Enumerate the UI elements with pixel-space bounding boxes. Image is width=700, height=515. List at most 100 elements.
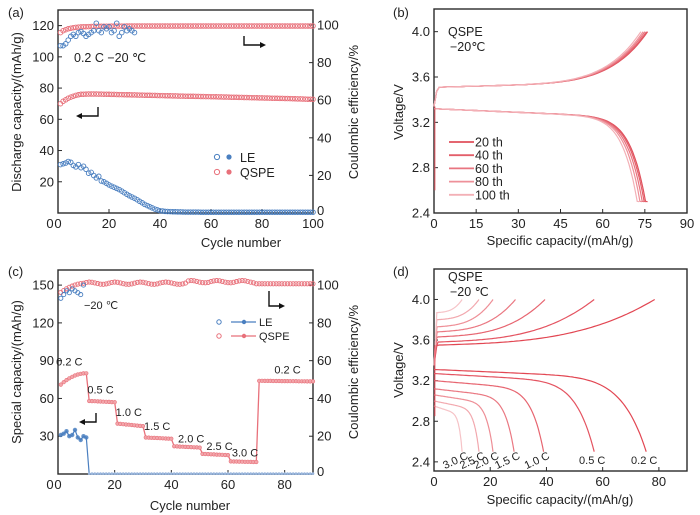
le-capacity-point	[212, 472, 216, 475]
qspe-capacity-point	[167, 93, 173, 99]
qspe-ce-point	[222, 279, 228, 285]
panel-b-annotation-2: −20℃	[450, 40, 485, 54]
y2-tick-label: 60	[317, 93, 331, 108]
qspe-ce-point	[245, 278, 251, 285]
legend-le-filled-marker	[226, 154, 232, 160]
qspe-capacity-point	[73, 92, 79, 99]
qspe-ce-point	[301, 281, 308, 287]
panel-a-annotation: 0.2 C −20 ℃	[74, 51, 146, 65]
le-capacity-point	[108, 183, 115, 189]
panel-b-annotation-1: QSPE	[448, 25, 483, 39]
qspe-capacity-point	[70, 93, 77, 99]
qspe-ce-point	[277, 23, 283, 29]
qspe-ce-point	[134, 23, 140, 29]
qspe-ce-point	[211, 278, 217, 284]
qspe-ce-point	[208, 279, 214, 285]
qspe-ce-point	[279, 281, 285, 287]
le-capacity-point	[192, 472, 196, 475]
qspe-capacity-point	[129, 92, 135, 98]
y-tick-label: 80	[40, 81, 54, 96]
y2-tick-label: 80	[317, 55, 331, 70]
le-capacity-point	[107, 472, 111, 475]
qspe-ce-point	[307, 23, 314, 29]
qspe-capacity-point	[213, 94, 219, 100]
qspe-ce-point	[304, 281, 310, 287]
le-ce-point	[61, 292, 67, 298]
qspe-ce-point	[182, 280, 189, 286]
le-capacity-point	[190, 209, 196, 215]
x-tick-label: 75	[638, 216, 652, 231]
le-capacity-point	[215, 209, 222, 215]
qspe-ce-point	[256, 23, 263, 29]
qspe-ce-point	[208, 23, 214, 29]
le-ce-point	[113, 20, 120, 26]
panel-a-y2label: Coulombic efficiency/%	[346, 44, 361, 179]
le-capacity-point	[201, 472, 204, 475]
qspe-capacity-point	[154, 92, 161, 99]
qspe-ce-point	[203, 23, 209, 29]
qspe-capacity-point	[310, 379, 316, 384]
qspe-capacity-point	[218, 94, 224, 100]
qspe-ce-point	[264, 23, 270, 29]
charge-curve-2-5-C	[433, 299, 480, 366]
x-tick-label: 30	[511, 216, 525, 231]
qspe-ce-point	[119, 23, 125, 29]
panel-c-xlabel: Cycle number	[150, 498, 231, 513]
qspe-capacity-point	[113, 91, 120, 98]
x-tick-label: 100	[302, 216, 324, 231]
qspe-ce-point	[134, 279, 140, 285]
qspe-ce-point	[233, 23, 240, 29]
qspe-ce-point	[231, 23, 237, 29]
le-capacity-point	[192, 209, 199, 215]
y-tick-label: 4.0	[412, 292, 430, 307]
le-capacity-point	[70, 432, 75, 438]
le-capacity-point	[215, 472, 218, 475]
le-capacity-point	[260, 472, 264, 475]
qspe-capacity-point	[249, 94, 255, 101]
panel-d-series: 0.2 C0.5 C1.0 C1.5 C2.0 C2.5 C3.0 C	[433, 298, 657, 472]
x-tick-label: 60	[595, 216, 609, 231]
y-tick-label: 40	[40, 143, 54, 158]
le-capacity-point	[161, 472, 165, 475]
qspe-ce-point	[223, 23, 230, 29]
y-tick-label: 2.8	[412, 160, 430, 175]
qspe-capacity-point	[300, 96, 306, 102]
le-capacity-point	[164, 472, 167, 475]
qspe-ce-point	[168, 280, 174, 286]
qspe-capacity-point	[182, 93, 189, 99]
qspe-ce-point	[310, 281, 316, 287]
qspe-ce-point	[175, 23, 181, 29]
qspe-ce-point	[69, 283, 75, 289]
discharge-curve-100-th	[433, 108, 640, 203]
le-capacity-point	[257, 472, 261, 475]
qspe-ce-point	[198, 23, 204, 29]
le-capacity-point	[189, 472, 193, 475]
qspe-ce-point	[174, 281, 180, 287]
le-capacity-point	[121, 472, 125, 475]
qspe-ce-point	[289, 23, 296, 29]
qspe-capacity-point	[149, 92, 156, 99]
le-capacity-point	[147, 204, 153, 210]
qspe-ce-point	[65, 26, 71, 32]
le-capacity-point	[133, 472, 136, 475]
le-capacity-point	[277, 472, 281, 475]
panel-c-legend: LE QSPE	[216, 317, 290, 343]
le-capacity-point	[226, 472, 230, 475]
le-capacity-point	[84, 435, 89, 440]
le-capacity-point	[235, 472, 238, 475]
qspe-capacity-point	[279, 95, 286, 102]
y-tick-label: 100	[32, 49, 54, 64]
le-capacity-point	[182, 209, 189, 215]
qspe-capacity-point	[88, 91, 94, 97]
le-capacity-point	[223, 472, 227, 475]
le-capacity-point	[294, 209, 301, 215]
qspe-capacity-point	[297, 96, 304, 102]
qspe-ce-point	[269, 23, 275, 29]
qspe-ce-point	[242, 278, 248, 284]
qspe-ce-point	[236, 278, 242, 284]
x-tick-label: 15	[469, 216, 483, 231]
le-ce-point	[116, 33, 122, 40]
qspe-capacity-point	[254, 95, 260, 101]
panel-c-y2label: Coulombic efficiency/%	[346, 304, 361, 439]
qspe-capacity-point	[272, 95, 278, 101]
